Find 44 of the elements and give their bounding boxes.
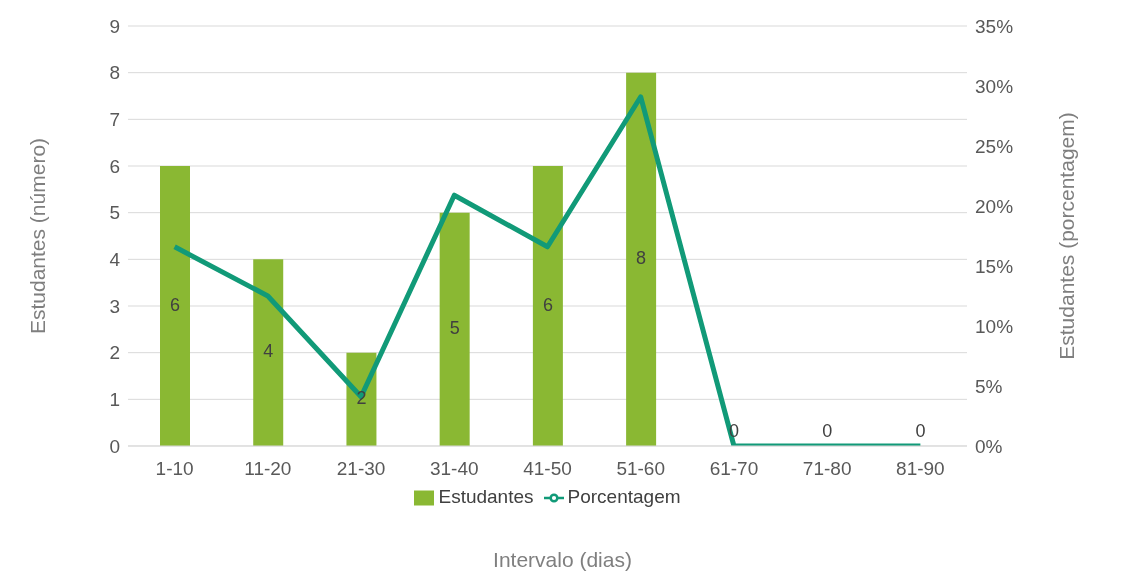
- data-label: 6: [169, 294, 181, 315]
- y2-tick-label: 30%: [975, 75, 1014, 97]
- legend-label: Porcentagem: [567, 486, 681, 507]
- x-tick-label: 1-10: [155, 458, 194, 480]
- y2-tick-label: 15%: [975, 255, 1014, 277]
- y2-tick-label: 35%: [975, 15, 1014, 37]
- y2-tick-label: 25%: [975, 135, 1014, 157]
- y-tick-label: 0: [109, 435, 120, 457]
- bar: [160, 166, 190, 446]
- x-tick-label: 51-60: [616, 458, 666, 480]
- data-label: 4: [263, 341, 274, 362]
- y-tick-label: 7: [109, 109, 120, 131]
- y-axis-title: Estudantes (número): [26, 137, 50, 335]
- x-tick-label: 71-80: [802, 458, 852, 480]
- data-label: 0: [915, 420, 926, 441]
- y-tick-label: 4: [109, 249, 121, 271]
- x-tick-label: 31-40: [429, 458, 479, 480]
- bar: [532, 166, 563, 446]
- y-tick-label: 2: [109, 342, 120, 364]
- y2-tick-label: 20%: [975, 195, 1014, 217]
- bar: [626, 72, 657, 446]
- y-tick-label: 8: [109, 62, 120, 84]
- y2-tick-label: 10%: [975, 315, 1014, 337]
- y2-tick-label: 5%: [975, 375, 1003, 397]
- x-tick-label: 11-20: [244, 458, 292, 480]
- y-tick-label: 1: [109, 389, 120, 411]
- data-label: 8: [636, 248, 647, 269]
- y-tick-label: 6: [109, 155, 120, 177]
- data-label: 6: [542, 294, 553, 315]
- y-tick-label: 5: [109, 202, 120, 224]
- x-tick-label: 21-30: [336, 458, 386, 480]
- x-tick-label: 41-50: [523, 458, 572, 480]
- data-label: 5: [449, 318, 460, 339]
- y-tick-label: 3: [109, 295, 120, 317]
- y-tick-label: 9: [109, 15, 120, 37]
- x-axis-title: Intervalo (dias): [492, 548, 633, 572]
- x-tick-label: 81-90: [896, 458, 945, 480]
- x-tick-label: 61-70: [709, 458, 759, 480]
- y2-tick-label: 0%: [975, 435, 1003, 457]
- legend-label: Estudantes: [438, 486, 534, 507]
- data-label: 0: [822, 420, 833, 441]
- bar: [439, 212, 470, 446]
- bar: [253, 259, 284, 446]
- y2-axis-title: Estudantes (porcentagem): [1055, 112, 1079, 360]
